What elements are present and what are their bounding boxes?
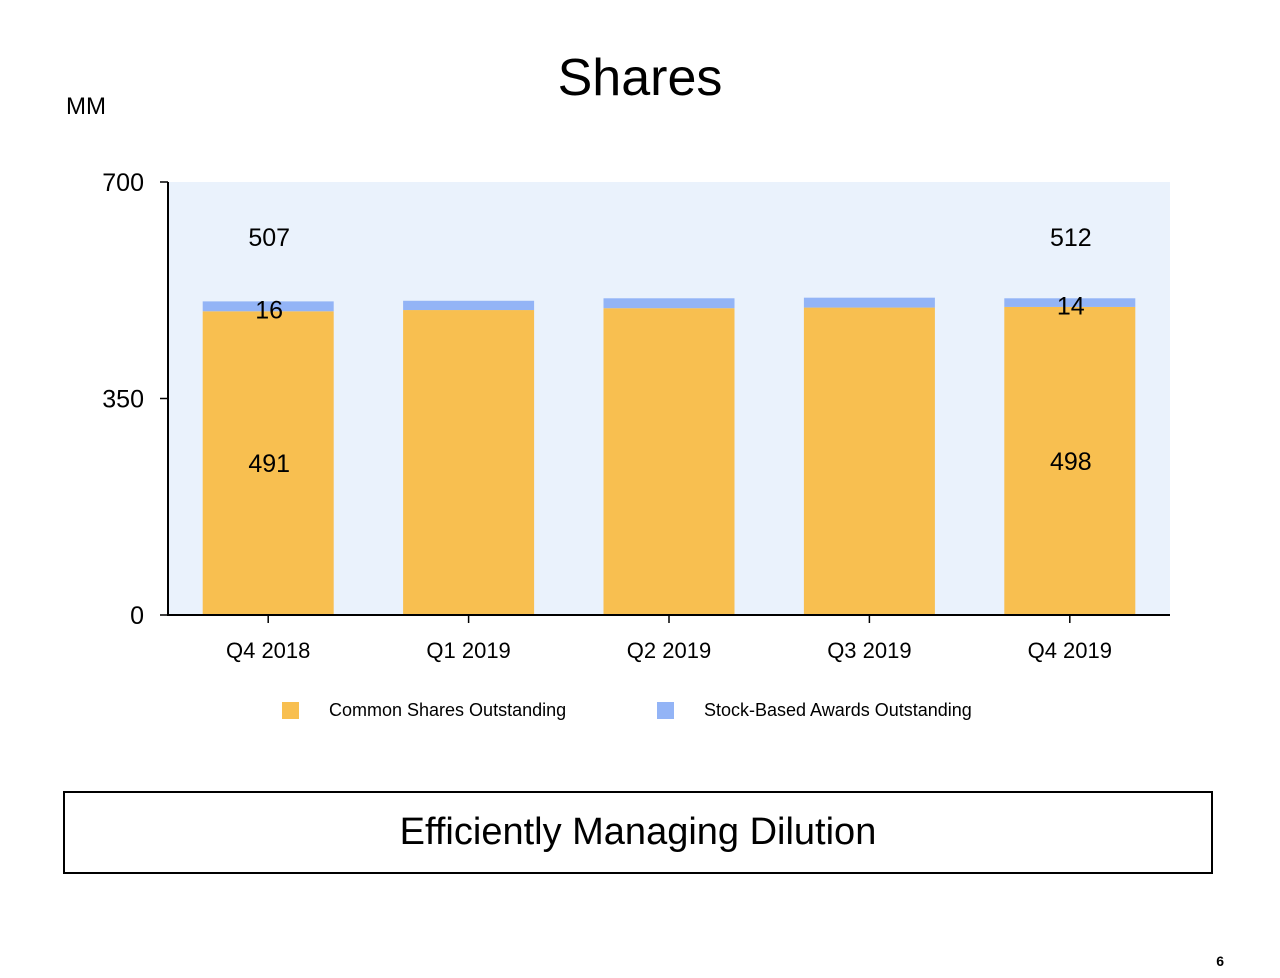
unit-label: MM — [66, 93, 106, 120]
legend-swatch-stock-awards — [657, 701, 674, 719]
bar-common-shares-4 — [803, 307, 935, 615]
bar-stock-awards-3 — [603, 298, 735, 309]
legend-swatch-common-shares — [282, 701, 299, 719]
data-label: 512 — [1050, 224, 1092, 252]
x-tick-label: Q4 2018 — [226, 638, 310, 663]
y-tick-label: 350 — [102, 386, 144, 414]
legend-label-stock-awards: Stock-Based Awards Outstanding — [704, 699, 972, 720]
shares-bar-chart: 0 350 700 Q4 2018 Q1 2019 Q2 2019 Q3 2019 Q4 20… — [102, 169, 1170, 663]
bar-stock-awards-1 — [202, 301, 334, 312]
bar-stock-awards-4 — [803, 297, 935, 308]
bar-common-shares-5 — [1004, 306, 1136, 615]
data-label: 14 — [1057, 293, 1085, 321]
y-tick-label: 0 — [130, 602, 144, 630]
legend-item-common-shares: Common Shares Outstanding — [282, 696, 566, 724]
x-tick-label: Q2 2019 — [627, 638, 711, 663]
slide-title: Shares — [557, 49, 723, 107]
legend-item-stock-awards: Stock-Based Awards Outstanding — [657, 696, 972, 724]
x-tick-label: Q4 2019 — [1028, 638, 1112, 663]
bar-stock-awards-2 — [403, 300, 535, 311]
bar-common-shares-3 — [603, 308, 735, 615]
x-tick-label: Q1 2019 — [426, 638, 510, 663]
data-label: 491 — [248, 450, 290, 478]
data-label: 498 — [1050, 448, 1092, 476]
callout-box: Efficiently Managing Dilution — [63, 791, 1213, 874]
data-label: 16 — [255, 296, 283, 324]
callout-text: Efficiently Managing Dilution — [399, 811, 877, 853]
legend-label-common-shares: Common Shares Outstanding — [329, 699, 567, 720]
y-tick-label: 700 — [102, 169, 144, 197]
data-label: 507 — [248, 224, 290, 252]
bar-common-shares-1 — [202, 311, 334, 615]
bar-common-shares-2 — [403, 310, 535, 615]
page-number: 6 — [1216, 953, 1224, 969]
chart-legend: Common Shares Outstanding Stock-Based Aw… — [0, 696, 1280, 724]
x-tick-label: Q3 2019 — [827, 638, 911, 663]
bar-stock-awards-5 — [1004, 298, 1136, 307]
